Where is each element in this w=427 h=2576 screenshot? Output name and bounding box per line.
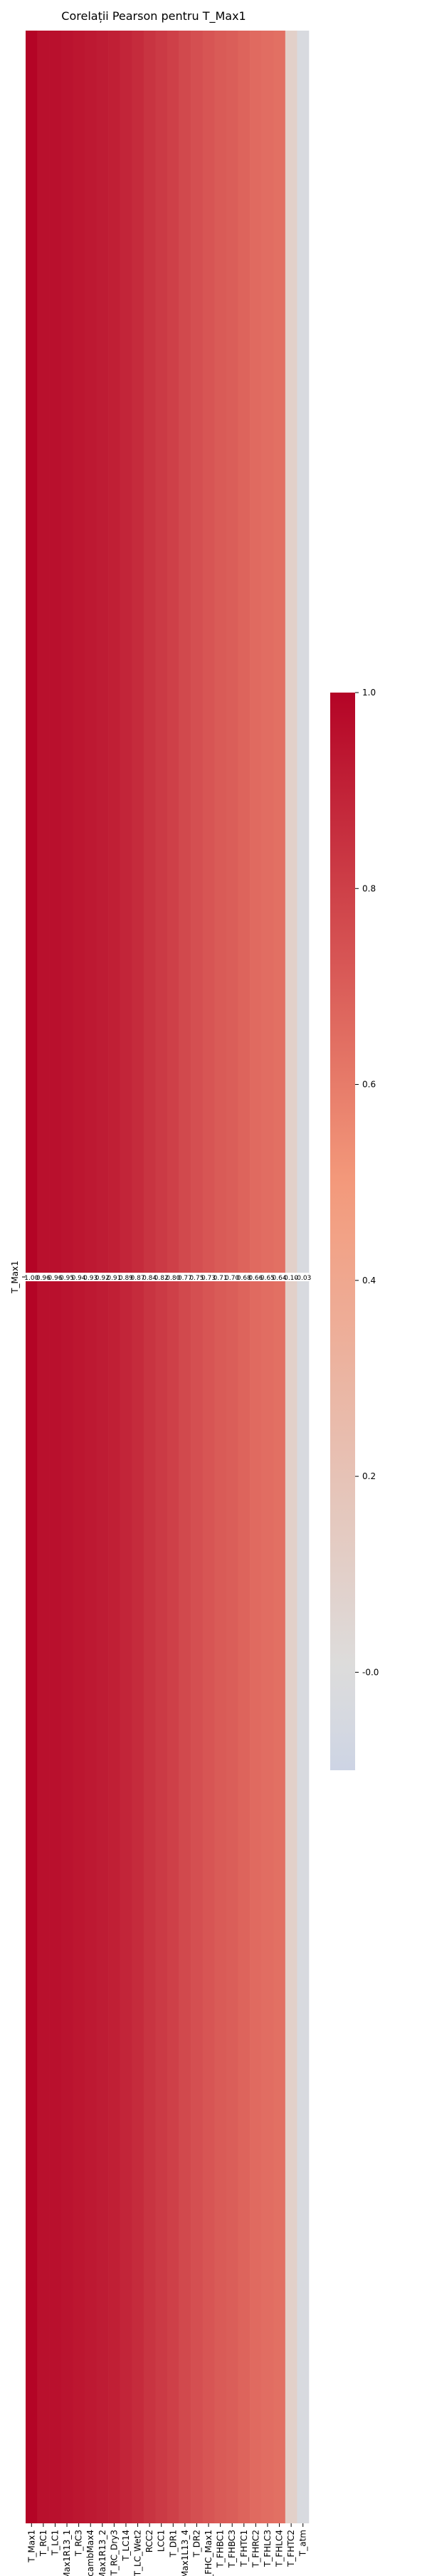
cell-value-label: 0.73: [201, 1275, 216, 1282]
x-axis: T_Max1 T_RC1 T_LC1 Max1R13_1 T_RC3 cambMax4 Ma…: [26, 2523, 308, 2576]
x-tick-label: T_FHC_Max1: [204, 2530, 214, 2576]
colorbar-tick-label: 0.8: [362, 883, 376, 893]
cell-value-label: 1.00: [24, 1275, 38, 1282]
chart-title: Corelații Pearson pentru T_Max1: [61, 9, 246, 23]
x-tick-label: T_FHTC1: [239, 2530, 249, 2567]
x-tick-label: T_LC1: [50, 2530, 60, 2556]
y-axis: T_Max1: [10, 1261, 26, 1294]
cell-value-label: 0.70: [225, 1275, 239, 1282]
x-tick-label: T_FHRC2: [251, 2530, 260, 2568]
cell-value-label: 0.87: [131, 1275, 145, 1282]
x-tick-label: T_RC3: [74, 2530, 84, 2557]
cell-value-label: 0.82: [154, 1275, 169, 1282]
x-tick-label: T_DR1: [168, 2530, 178, 2558]
x-tick-label: T_FHTC2: [286, 2530, 296, 2567]
cell-value-label: 0.96: [48, 1275, 62, 1282]
x-tick-label: T_RC1: [38, 2530, 48, 2557]
cell-value-label: 0.89: [119, 1275, 133, 1282]
x-tick-label: Max1L13_4: [180, 2530, 190, 2576]
cell-value-label: 0.10: [284, 1275, 298, 1282]
x-tick-label: Max1R13_1: [62, 2530, 72, 2576]
cell-value-label: 0.84: [142, 1275, 157, 1282]
cell-value-label: 0.77: [178, 1275, 192, 1282]
colorbar-gradient: [330, 693, 355, 1770]
cell-value-label: 0.71: [214, 1275, 228, 1282]
cell-value-label: 0.64: [273, 1275, 287, 1282]
cell-value-label: 0.94: [72, 1275, 86, 1282]
cell-value-label: -0.03: [295, 1275, 311, 1282]
x-tick-label: T_FHBC3: [227, 2530, 237, 2568]
x-tick-label: T_FHBC1: [216, 2530, 226, 2568]
cell-value-label: 0.91: [107, 1275, 121, 1282]
x-tick-label: T_FHLC3: [263, 2530, 273, 2567]
x-tick-label: T_DR2: [191, 2530, 201, 2558]
x-tick-label: LCC1: [157, 2530, 167, 2552]
colorbar: -0.0 0.2 0.4 0.6 0.8 1.0: [330, 688, 379, 1770]
x-tick-label: T_RC_Dry3: [109, 2530, 119, 2576]
y-tick-label: T_Max1: [10, 1261, 20, 1294]
cell-value-label: 0.92: [95, 1275, 110, 1282]
colorbar-tick-label: 0.4: [362, 1276, 376, 1286]
cell-value-label: 0.93: [83, 1275, 97, 1282]
cell-annotations: 1.000.960.960.950.940.930.920.910.890.87…: [24, 1275, 311, 1282]
x-tick-label: Max1R13_2: [97, 2530, 107, 2576]
x-tick-label: T_LC_Wet2: [133, 2530, 143, 2576]
cell-value-label: 0.75: [189, 1275, 204, 1282]
x-tick-label: RCC2: [144, 2530, 154, 2553]
cell-value-label: 0.80: [166, 1275, 180, 1282]
cell-value-label: 0.68: [237, 1275, 251, 1282]
x-tick-label: T_atm: [298, 2530, 308, 2557]
cell-value-label: 0.66: [248, 1275, 263, 1282]
cell-value-label: 0.96: [36, 1275, 51, 1282]
x-tick-label: T_FHLC4: [275, 2530, 285, 2567]
x-tick-label: T_LC14: [121, 2530, 131, 2562]
row-annotation-band: [26, 1273, 309, 1281]
x-tick-label: cambMax4: [85, 2530, 95, 2576]
cell-value-label: 0.65: [260, 1275, 275, 1282]
colorbar-tick-label: 1.0: [362, 688, 376, 698]
colorbar-tick-label: 0.6: [362, 1080, 376, 1090]
colorbar-tick-label: -0.0: [362, 1667, 379, 1677]
heatmap-cells: [26, 31, 310, 2523]
x-tick-label: T_Max1: [26, 2530, 36, 2563]
cell-value-label: 0.95: [60, 1275, 74, 1282]
colorbar-tick-label: 0.2: [362, 1471, 376, 1481]
